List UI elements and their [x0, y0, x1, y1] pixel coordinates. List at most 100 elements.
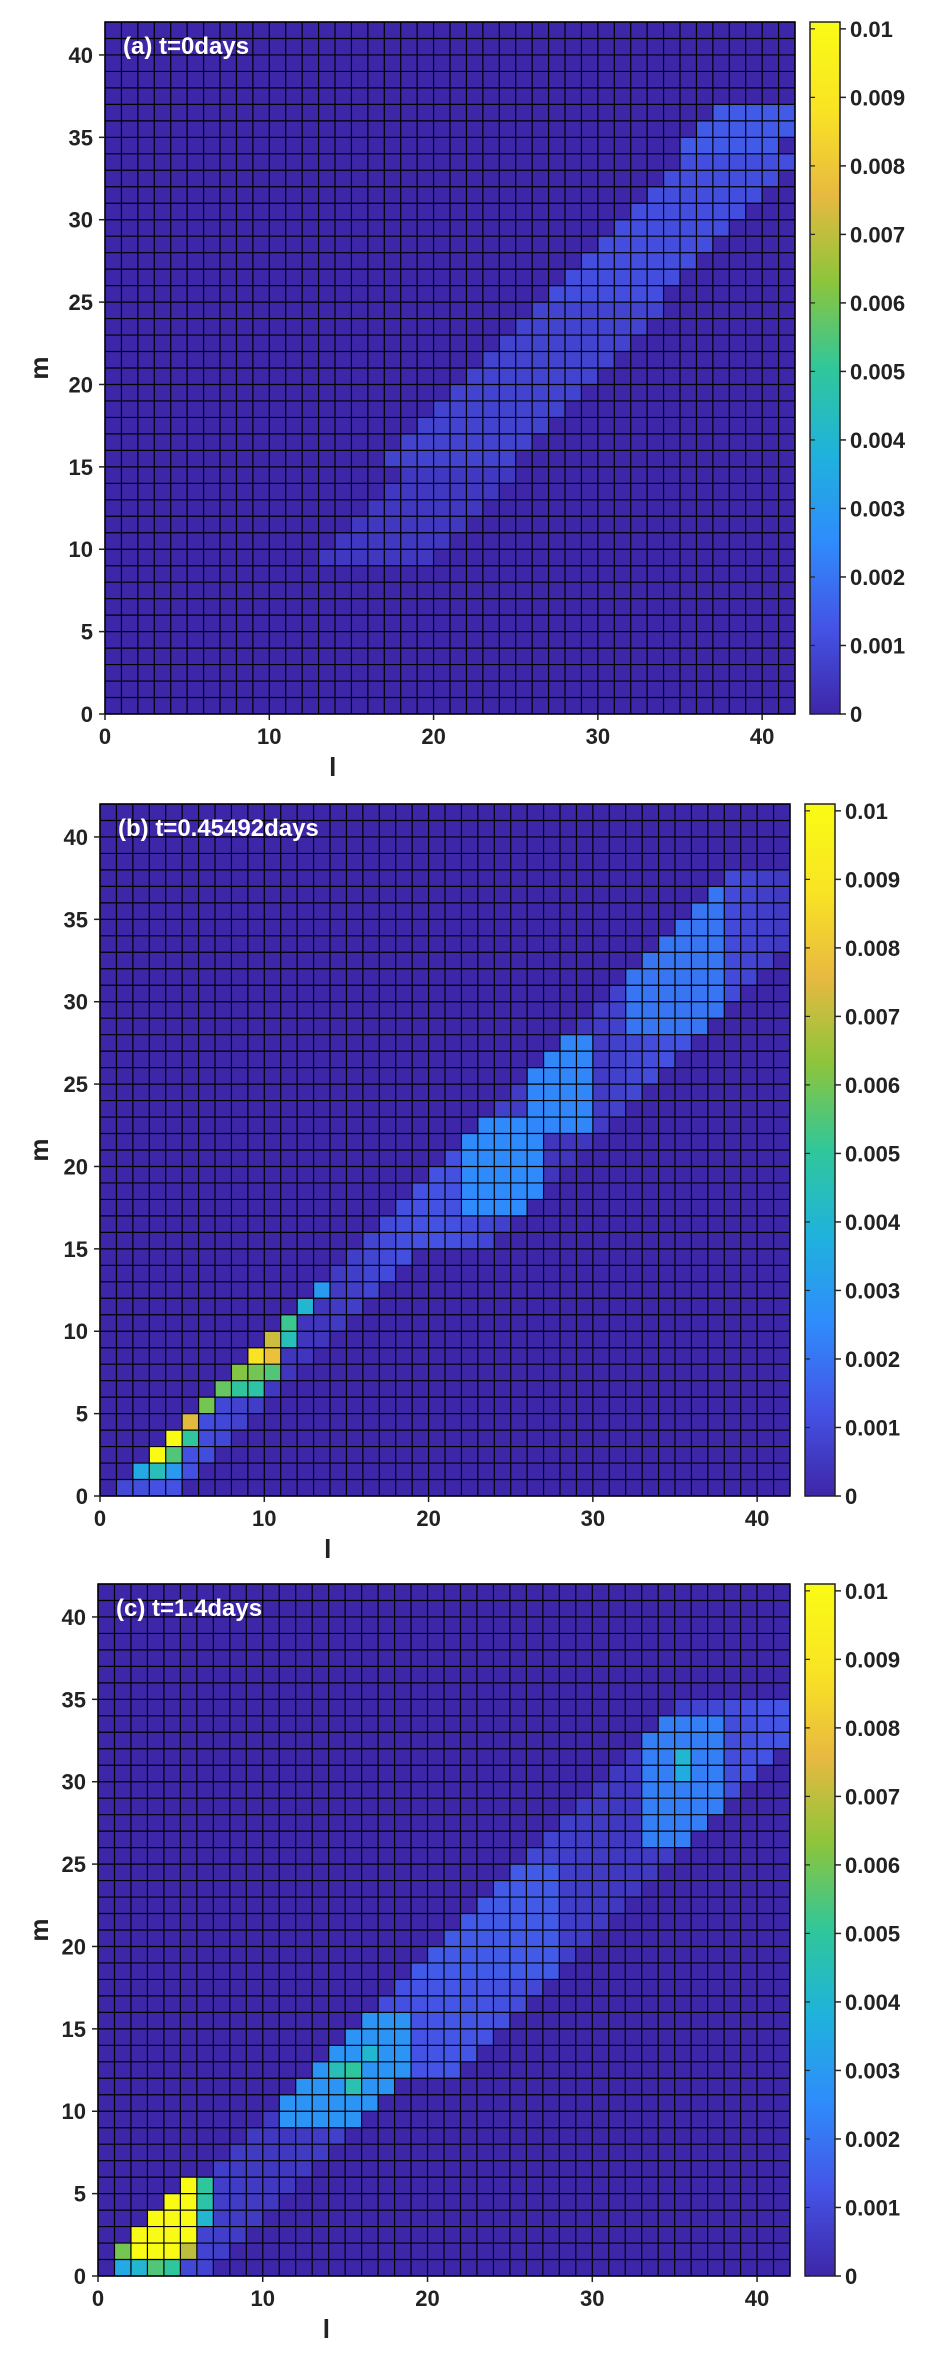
heatmap-cell — [548, 219, 566, 237]
heatmap-cell — [757, 2078, 774, 2096]
heatmap-cell — [642, 1215, 659, 1233]
heatmap-cell — [597, 153, 615, 171]
heatmap-cell — [295, 1913, 313, 1931]
heatmap-cell — [609, 1051, 627, 1068]
heatmap-cell — [614, 565, 632, 583]
heatmap-cell — [121, 269, 139, 286]
heatmap-cell — [658, 1018, 676, 1035]
heatmap-cell — [773, 1215, 791, 1233]
heatmap-cell — [757, 836, 774, 854]
heatmap-cell — [236, 615, 254, 632]
heatmap-cell — [203, 38, 221, 56]
heatmap-cell — [236, 22, 254, 39]
heatmap-cell — [515, 417, 533, 435]
heatmap-cell — [778, 104, 796, 122]
heatmap-cell — [581, 450, 599, 468]
heatmap-cell — [149, 1331, 167, 1349]
heatmap-cell — [345, 2144, 362, 2161]
heatmap-cell — [560, 853, 577, 871]
heatmap-cell — [460, 1930, 478, 1947]
heatmap-cell — [614, 170, 632, 188]
heatmap-cell — [707, 2094, 725, 2112]
heatmap-cell — [428, 836, 446, 854]
heatmap-cell — [312, 2094, 329, 2112]
heatmap-cell — [395, 952, 413, 970]
heatmap-cell — [264, 1397, 282, 1414]
heatmap-cell — [170, 137, 188, 155]
heatmap-cell — [262, 2177, 280, 2194]
heatmap-cell — [297, 1067, 314, 1085]
heatmap-cell — [367, 137, 385, 155]
heatmap-cell — [100, 869, 117, 887]
heatmap-cell — [762, 697, 779, 715]
heatmap-cell — [450, 203, 467, 221]
heatmap-cell — [510, 935, 528, 953]
heatmap-cell — [499, 22, 517, 39]
heatmap-cell — [170, 203, 188, 221]
heatmap-cell — [231, 968, 249, 986]
heatmap-cell — [400, 499, 418, 517]
heatmap-cell — [542, 2259, 560, 2277]
heatmap-cell — [515, 153, 533, 171]
heatmap-cell — [229, 2045, 247, 2063]
heatmap-cell — [592, 1084, 610, 1101]
heatmap-cell — [280, 1248, 298, 1266]
heatmap-cell — [433, 466, 451, 484]
y-tick-label: 10 — [69, 537, 93, 562]
heatmap-cell — [581, 219, 599, 237]
heatmap-cell — [428, 935, 446, 953]
heatmap-cell — [297, 1430, 314, 1447]
heatmap-cell — [411, 2243, 428, 2260]
heatmap-cell — [297, 1084, 314, 1101]
heatmap-cell — [527, 804, 544, 821]
heatmap-cell — [757, 1479, 774, 1497]
heatmap-cell — [378, 1962, 395, 1980]
heatmap-cell — [351, 153, 369, 171]
heatmap-cell — [482, 285, 500, 303]
heatmap-cell — [330, 1232, 347, 1250]
heatmap-cell — [379, 1133, 397, 1151]
heatmap-cell — [297, 1133, 314, 1151]
heatmap-cell — [154, 335, 172, 352]
heatmap-cell — [246, 1913, 264, 1931]
heatmap-cell — [476, 2111, 494, 2129]
heatmap-cell — [745, 22, 763, 39]
heatmap-cell — [499, 368, 517, 385]
heatmap-cell — [642, 985, 659, 1003]
heatmap-cell — [312, 2061, 329, 2079]
heatmap-cell — [137, 433, 155, 451]
heatmap-cell — [680, 565, 697, 583]
heatmap-cell — [778, 499, 796, 517]
heatmap-cell — [114, 2111, 132, 2129]
heatmap-cell — [427, 2061, 445, 2079]
heatmap-cell — [576, 1397, 594, 1414]
heatmap-cell — [630, 532, 648, 550]
heatmap-cell — [445, 1133, 462, 1151]
heatmap-cell — [494, 1397, 512, 1414]
heatmap-cell — [658, 2259, 675, 2277]
heatmap-cell — [362, 1364, 380, 1381]
heatmap-cell — [691, 1281, 709, 1299]
heatmap-cell — [527, 1463, 544, 1480]
heatmap-cell — [510, 1281, 528, 1299]
heatmap-cell — [691, 1265, 709, 1283]
heatmap-cell — [696, 335, 714, 352]
heatmap-cell — [576, 1446, 594, 1464]
heatmap-cell — [614, 120, 632, 138]
heatmap-cell — [280, 1001, 298, 1019]
heatmap-cell — [707, 1897, 725, 1914]
heatmap-cell — [417, 466, 434, 484]
heatmap-cell — [729, 186, 747, 204]
heatmap-cell — [680, 466, 697, 484]
heatmap-cell — [614, 384, 632, 402]
heatmap-cell — [98, 1913, 115, 1931]
heatmap-cell — [362, 1215, 380, 1233]
heatmap-cell — [575, 1847, 593, 1865]
heatmap-cell — [445, 935, 462, 953]
heatmap-cell — [675, 820, 692, 838]
heatmap-cell — [367, 38, 385, 56]
heatmap-cell — [203, 631, 221, 649]
heatmap-cell — [121, 697, 139, 715]
heatmap-cell — [154, 120, 172, 138]
heatmap-cell — [757, 1864, 774, 1881]
